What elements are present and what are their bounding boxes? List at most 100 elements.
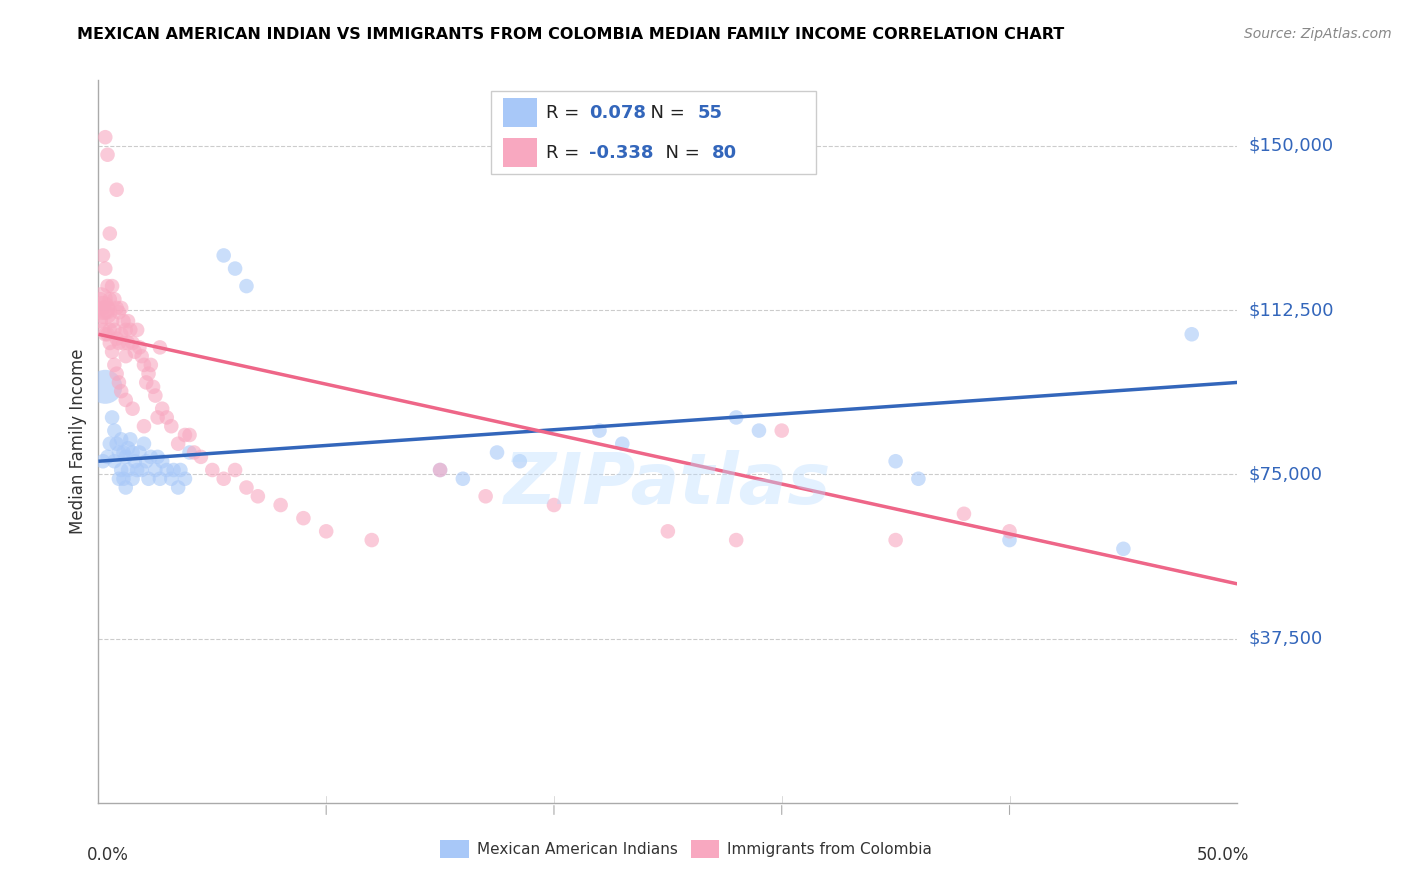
Text: ZIPatlas: ZIPatlas xyxy=(505,450,831,519)
Text: N =: N = xyxy=(640,103,690,122)
Point xyxy=(108,472,131,486)
Point xyxy=(270,498,292,512)
Text: $37,500: $37,500 xyxy=(1249,630,1323,648)
Point xyxy=(156,463,179,477)
Point xyxy=(96,327,118,342)
Point xyxy=(183,445,205,459)
Point xyxy=(135,376,157,390)
Point xyxy=(98,292,121,306)
Point xyxy=(124,344,146,359)
Point xyxy=(292,511,315,525)
Point xyxy=(132,436,155,450)
Point xyxy=(150,454,173,468)
Point xyxy=(98,323,121,337)
Point xyxy=(167,436,190,450)
Point xyxy=(121,445,143,459)
Point xyxy=(612,436,634,450)
Text: 0.078: 0.078 xyxy=(589,103,647,122)
Point xyxy=(90,292,112,306)
Point xyxy=(169,463,191,477)
Point xyxy=(96,305,118,319)
Point xyxy=(160,419,183,434)
Point xyxy=(117,441,139,455)
Point xyxy=(90,292,112,306)
Text: 50.0%: 50.0% xyxy=(1197,847,1249,864)
Text: $150,000: $150,000 xyxy=(1249,137,1333,155)
Point xyxy=(105,367,128,381)
Point xyxy=(90,314,112,328)
Point xyxy=(212,248,235,262)
Point xyxy=(998,533,1021,547)
Y-axis label: Median Family Income: Median Family Income xyxy=(69,349,87,534)
Point xyxy=(94,380,117,394)
Point xyxy=(98,336,121,351)
Point xyxy=(132,419,155,434)
Text: Immigrants from Colombia: Immigrants from Colombia xyxy=(727,842,932,857)
Point xyxy=(120,323,142,337)
Point xyxy=(429,463,451,477)
Point xyxy=(108,305,131,319)
Text: R =: R = xyxy=(546,144,585,161)
Point xyxy=(132,358,155,372)
Point xyxy=(112,445,135,459)
Point xyxy=(101,344,124,359)
Point xyxy=(486,445,509,459)
Point xyxy=(105,301,128,315)
Point xyxy=(725,410,748,425)
Point xyxy=(96,147,118,161)
Point xyxy=(770,424,793,438)
Point xyxy=(96,450,118,464)
Point xyxy=(953,507,976,521)
Point xyxy=(509,454,531,468)
Point xyxy=(110,301,132,315)
Point xyxy=(114,481,136,495)
Point xyxy=(212,472,235,486)
Point xyxy=(748,424,770,438)
Point xyxy=(179,445,201,459)
Point xyxy=(101,410,124,425)
Point xyxy=(114,392,136,407)
Point xyxy=(160,472,183,486)
Bar xyxy=(503,138,537,167)
Text: -0.338: -0.338 xyxy=(589,144,654,161)
Point xyxy=(96,279,118,293)
Point xyxy=(94,305,117,319)
Text: 0.0%: 0.0% xyxy=(87,847,129,864)
Point xyxy=(1181,327,1204,342)
Point xyxy=(112,336,135,351)
Point xyxy=(150,401,173,416)
Bar xyxy=(440,840,468,858)
Point xyxy=(98,436,121,450)
Point xyxy=(179,428,201,442)
Point xyxy=(110,327,132,342)
Point xyxy=(135,454,157,468)
Point xyxy=(124,454,146,468)
Point xyxy=(103,323,125,337)
Point xyxy=(131,349,153,363)
Point xyxy=(121,401,143,416)
Point xyxy=(114,450,136,464)
Point xyxy=(543,498,565,512)
Point xyxy=(315,524,337,539)
Point xyxy=(235,481,257,495)
Point xyxy=(110,384,132,399)
Point xyxy=(235,279,257,293)
Point xyxy=(588,424,610,438)
Text: Source: ZipAtlas.com: Source: ZipAtlas.com xyxy=(1244,27,1392,41)
Point xyxy=(1112,541,1135,556)
Point xyxy=(127,463,149,477)
Text: R =: R = xyxy=(546,103,585,122)
Text: MEXICAN AMERICAN INDIAN VS IMMIGRANTS FROM COLOMBIA MEDIAN FAMILY INCOME CORRELA: MEXICAN AMERICAN INDIAN VS IMMIGRANTS FR… xyxy=(77,27,1064,42)
Point xyxy=(128,445,150,459)
Text: $112,500: $112,500 xyxy=(1249,301,1334,319)
Point xyxy=(120,433,142,447)
Point xyxy=(105,436,128,450)
Point xyxy=(174,428,197,442)
Point xyxy=(103,358,125,372)
Bar xyxy=(690,840,718,858)
Point xyxy=(884,454,907,468)
FancyBboxPatch shape xyxy=(491,91,815,174)
Text: $75,000: $75,000 xyxy=(1249,466,1323,483)
Point xyxy=(101,314,124,328)
Point xyxy=(998,524,1021,539)
